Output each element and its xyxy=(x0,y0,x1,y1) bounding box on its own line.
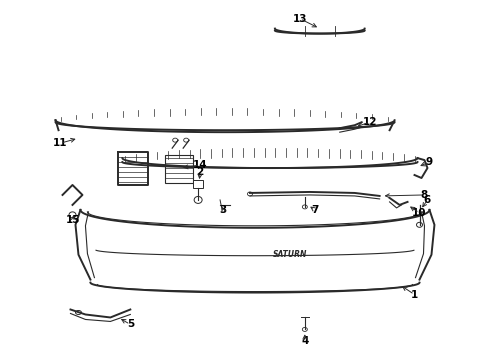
Text: 12: 12 xyxy=(363,117,377,127)
Ellipse shape xyxy=(416,222,422,227)
Bar xyxy=(165,155,193,183)
Ellipse shape xyxy=(69,212,76,218)
Text: 13: 13 xyxy=(293,14,307,24)
Text: 1: 1 xyxy=(411,289,418,300)
Ellipse shape xyxy=(247,192,252,196)
Text: 6: 6 xyxy=(424,195,431,205)
Ellipse shape xyxy=(184,138,189,142)
Text: 10: 10 xyxy=(412,208,427,218)
Text: 2: 2 xyxy=(196,167,204,177)
Text: 7: 7 xyxy=(311,205,318,215)
Text: 15: 15 xyxy=(66,215,81,225)
Text: 5: 5 xyxy=(127,319,134,329)
Text: 14: 14 xyxy=(193,160,207,170)
Ellipse shape xyxy=(194,197,202,203)
Ellipse shape xyxy=(75,310,81,315)
Text: 11: 11 xyxy=(53,138,68,148)
Ellipse shape xyxy=(302,205,307,209)
Bar xyxy=(193,180,203,188)
Text: SATURN: SATURN xyxy=(272,250,307,259)
Text: 8: 8 xyxy=(421,190,428,200)
Ellipse shape xyxy=(172,138,178,142)
Text: 4: 4 xyxy=(301,336,309,346)
Ellipse shape xyxy=(302,328,307,332)
Text: 9: 9 xyxy=(426,157,433,167)
Text: 3: 3 xyxy=(220,205,227,215)
